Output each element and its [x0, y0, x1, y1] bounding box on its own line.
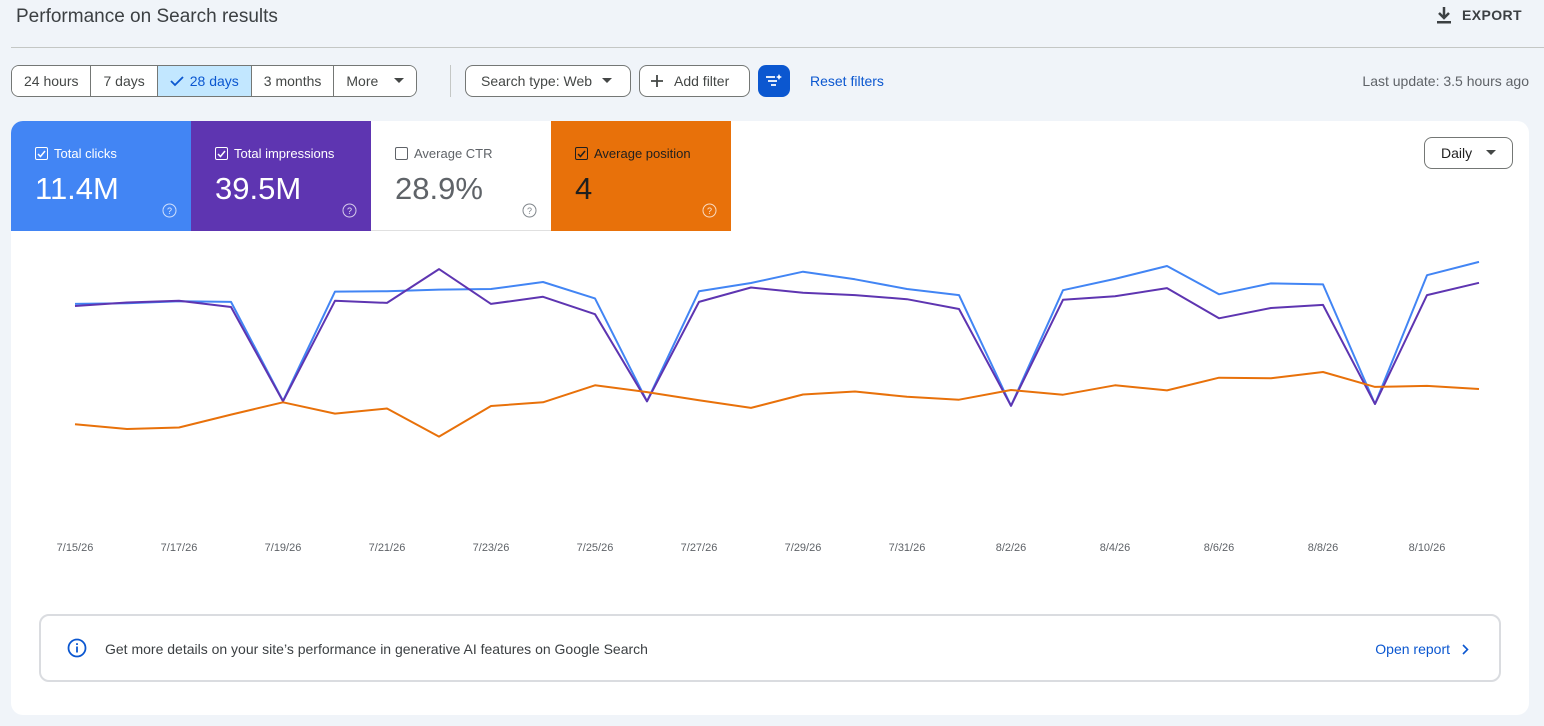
x-tick-label: 7/19/26 [265, 542, 302, 554]
open-report-link[interactable]: Open report [1375, 641, 1469, 657]
metric-label: Total clicks [54, 146, 117, 161]
search-type-dropdown[interactable]: Search type: Web [465, 65, 631, 97]
x-tick-label: 8/4/26 [1100, 542, 1131, 554]
metric-average-ctr[interactable]: Average CTR 28.9% ? [371, 121, 551, 231]
date-range-selector: 24 hours 7 days 28 days 3 months More [11, 65, 418, 97]
range-label: 7 days [103, 73, 145, 89]
help-icon[interactable]: ? [342, 203, 357, 218]
metric-value: 11.4M [35, 171, 119, 206]
granularity-dropdown[interactable]: Daily [1424, 137, 1513, 169]
range-label: More [346, 73, 379, 89]
x-tick-label: 7/27/26 [681, 542, 718, 554]
range-3-months[interactable]: 3 months [251, 66, 335, 96]
page-header: Performance on Search results EXPORT [0, 0, 1544, 48]
performance-card: Total clicks 11.4M ? Total impressions 3… [11, 121, 1529, 715]
svg-text:?: ? [167, 206, 172, 216]
range-more[interactable]: More [334, 66, 417, 96]
dropdown-arrow-icon [1486, 150, 1497, 155]
metric-total-impressions[interactable]: Total impressions 39.5M ? [191, 121, 371, 231]
dropdown-arrow-icon [394, 78, 405, 83]
performance-line-chart: 7/15/26 7/17/26 7/19/26 7/21/26 7/23/26 7/25/… [57, 260, 1480, 554]
filter-sparkle-icon [766, 74, 782, 86]
metric-value: 28.9% [395, 171, 483, 206]
x-tick-label: 7/29/26 [785, 542, 822, 554]
reset-filters-link[interactable]: Reset filters [810, 73, 884, 89]
x-tick-label: 7/17/26 [161, 542, 198, 554]
banner-text: Get more details on your site’s performa… [105, 641, 648, 657]
x-tick-label: 7/15/26 [57, 542, 94, 554]
metric-total-clicks[interactable]: Total clicks 11.4M ? [11, 121, 191, 231]
x-tick-label: 8/6/26 [1204, 542, 1235, 554]
header-divider [11, 47, 1544, 48]
metric-label: Total impressions [234, 146, 335, 161]
checkbox-unchecked-icon[interactable] [395, 147, 408, 160]
add-filter-label: Add filter [674, 73, 730, 89]
metric-header: Total clicks [35, 146, 117, 161]
x-tick-label: 7/25/26 [577, 542, 614, 554]
page-title: Performance on Search results [16, 6, 278, 27]
series-line-average-position [74, 371, 1480, 438]
help-icon[interactable]: ? [162, 203, 177, 218]
open-report-label: Open report [1375, 641, 1450, 657]
svg-text:?: ? [707, 206, 712, 216]
checkbox-checked-icon[interactable] [35, 147, 48, 160]
granularity-label: Daily [1441, 145, 1473, 161]
series-line-total-impressions [74, 268, 1480, 407]
range-7-days[interactable]: 7 days [91, 66, 158, 96]
x-tick-label: 7/23/26 [473, 542, 510, 554]
filter-settings-button[interactable] [758, 65, 790, 97]
x-tick-label: 8/8/26 [1308, 542, 1339, 554]
checkbox-checked-icon[interactable] [575, 147, 588, 160]
metric-label: Average position [594, 146, 691, 161]
x-tick-label: 7/31/26 [889, 542, 926, 554]
range-label: 3 months [263, 73, 322, 89]
toolbar-divider [450, 65, 451, 97]
dropdown-arrow-icon [602, 78, 613, 83]
search-type-label: Search type: Web [481, 73, 593, 89]
metric-label: Average CTR [414, 146, 493, 161]
x-tick-label: 7/21/26 [369, 542, 406, 554]
series-line-total-clicks [74, 260, 1480, 407]
metric-header: Average CTR [395, 146, 493, 161]
ai-features-banner: Get more details on your site’s performa… [39, 614, 1501, 682]
range-24-hours[interactable]: 24 hours [12, 66, 92, 96]
svg-text:?: ? [527, 206, 532, 216]
filter-toolbar: 24 hours 7 days 28 days 3 months More Se… [0, 60, 1544, 102]
metric-value: 39.5M [215, 171, 302, 206]
x-tick-label: 8/10/26 [1409, 542, 1446, 554]
metric-header: Total impressions [215, 146, 334, 161]
help-icon[interactable]: ? [522, 203, 537, 218]
svg-text:?: ? [347, 206, 352, 216]
last-update-text: Last update: 3.5 hours ago [1362, 73, 1529, 89]
help-icon[interactable]: ? [702, 203, 717, 218]
add-filter-button[interactable]: Add filter [639, 65, 750, 97]
range-28-days[interactable]: 28 days [157, 66, 252, 96]
metric-value: 4 [575, 171, 593, 206]
export-button[interactable]: EXPORT [1436, 6, 1522, 24]
export-label: EXPORT [1462, 7, 1522, 23]
x-tick-label: 8/2/26 [996, 542, 1027, 554]
metric-average-position[interactable]: Average position 4 ? [551, 121, 731, 231]
range-label: 28 days [189, 73, 239, 89]
chevron-right-icon [1462, 643, 1469, 655]
checkbox-checked-icon[interactable] [215, 147, 228, 160]
metric-header: Average position [575, 146, 691, 161]
range-label: 24 hours [24, 73, 79, 89]
plus-icon [651, 75, 663, 87]
check-icon [170, 76, 184, 87]
download-icon [1437, 7, 1452, 24]
info-icon [67, 638, 87, 658]
